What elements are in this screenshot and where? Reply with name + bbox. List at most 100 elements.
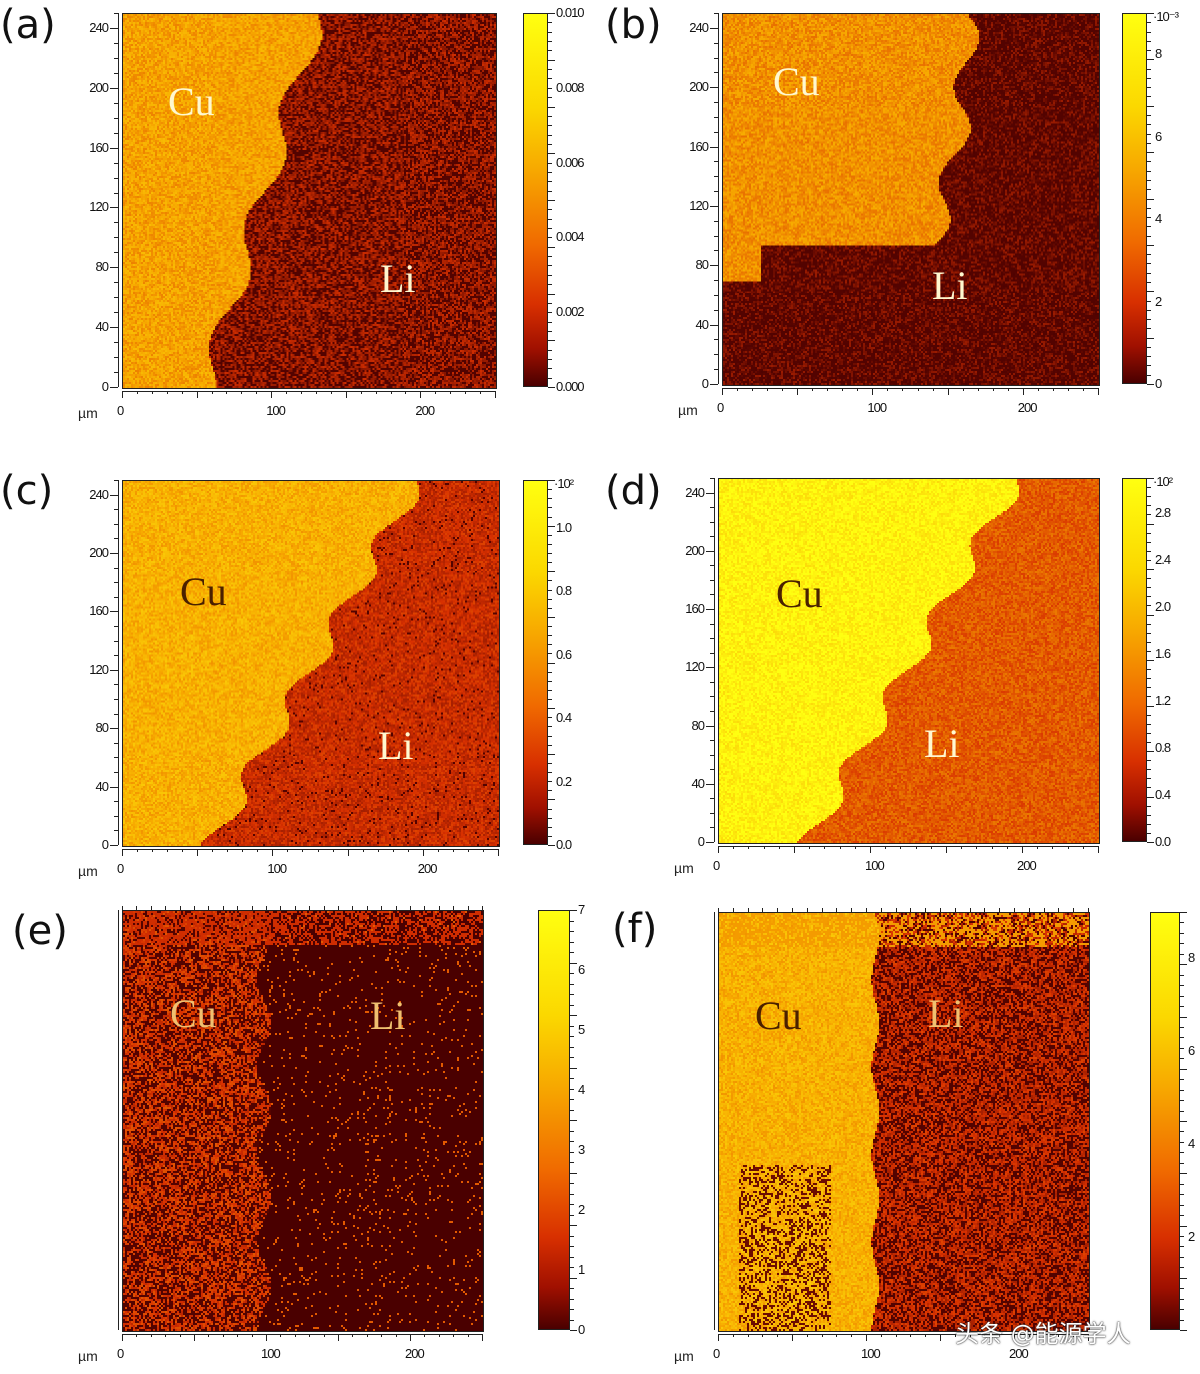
colorbar-tick — [548, 818, 552, 819]
region-label-cu: Cu — [776, 570, 823, 617]
x-tick — [266, 1334, 267, 1341]
colorbar-tick — [548, 191, 552, 192]
colorbar-tick — [1147, 633, 1151, 634]
colorbar-tick — [570, 1309, 574, 1310]
y-tick — [114, 342, 118, 343]
colorbar-tick — [548, 88, 552, 89]
x-tick-label: 0 — [713, 1346, 719, 1361]
colorbar-tick — [1180, 1184, 1184, 1185]
colorbar-tick-label: 0.008 — [556, 80, 584, 95]
colorbar-tick-label: 2 — [578, 1202, 584, 1217]
colorbar-tick — [1147, 797, 1154, 798]
y-tick-label: 120 — [678, 659, 704, 674]
colorbar-tick — [1147, 226, 1151, 227]
colorbar-tick — [548, 644, 552, 645]
colorbar-tick — [1147, 733, 1151, 734]
colorbar — [1150, 912, 1180, 1330]
y-tick — [706, 493, 714, 494]
x-axis-line — [718, 846, 1098, 847]
top-tick — [208, 906, 209, 910]
region-label-cu: Cu — [170, 990, 217, 1037]
colorbar-tick — [570, 994, 574, 995]
colorbar-tick — [1147, 152, 1154, 153]
x-tick — [925, 1334, 926, 1337]
colorbar-tick — [548, 340, 555, 341]
x-tick — [241, 391, 242, 394]
colorbar-tick — [548, 553, 552, 554]
y-tick — [710, 798, 714, 799]
colorbar-tick — [1147, 578, 1151, 579]
colorbar-tick — [1147, 134, 1151, 135]
colorbar-multiplier: ·10² — [554, 476, 573, 491]
colorbar-tick — [548, 13, 555, 14]
x-tick — [376, 391, 377, 394]
colorbar-tick — [548, 517, 552, 518]
x-tick — [212, 849, 213, 852]
x-tick — [836, 1334, 837, 1337]
colorbar-tick — [570, 1131, 574, 1132]
y-tick — [706, 609, 714, 610]
colorbar-tick — [570, 1267, 574, 1268]
x-tick — [393, 849, 394, 852]
colorbar-tick — [1147, 22, 1151, 23]
colorbar-tick — [548, 69, 552, 70]
y-tick — [114, 222, 118, 223]
x-tick — [381, 1334, 382, 1337]
x-tick — [976, 846, 977, 849]
colorbar-tick-label: 0.8 — [556, 583, 571, 598]
top-tick — [468, 906, 469, 910]
x-tick — [718, 846, 719, 853]
region-label-cu: Cu — [755, 992, 802, 1039]
x-tick — [122, 391, 123, 398]
top-tick — [367, 906, 368, 910]
y-tick — [706, 726, 714, 727]
x-tick — [302, 849, 303, 852]
x-tick — [208, 1334, 209, 1337]
colorbar-tick — [1147, 687, 1151, 688]
y-tick — [114, 312, 118, 313]
y-axis-line — [118, 480, 119, 845]
x-tick — [1023, 388, 1024, 395]
x-tick — [767, 388, 768, 391]
top-tick — [151, 906, 152, 910]
colorbar-tick — [1180, 1299, 1184, 1300]
top-tick — [1044, 908, 1045, 912]
colorbar-tick — [548, 78, 552, 79]
colorbar-tick — [1147, 365, 1151, 366]
x-tick — [438, 849, 439, 852]
colorbar-tick-label: 6 — [1155, 129, 1161, 144]
colorbar-tick — [570, 1330, 577, 1331]
colorbar-tick — [1147, 842, 1154, 843]
colorbar-tick — [1180, 1152, 1184, 1153]
x-tick-label: 0 — [117, 861, 123, 876]
colorbar-tick — [1147, 32, 1151, 33]
x-tick — [152, 391, 153, 394]
colorbar-tick-label: 8 — [1155, 46, 1161, 61]
x-tick-label: 200 — [415, 403, 434, 418]
colorbar-tick — [1147, 236, 1151, 237]
colorbar-tick — [570, 1320, 574, 1321]
colorbar-tick — [1147, 41, 1151, 42]
x-tick-label: 100 — [861, 1346, 880, 1361]
colorbar-tick — [548, 717, 552, 718]
x-tick — [777, 1334, 778, 1337]
colorbar-tick — [1147, 487, 1151, 488]
top-tick — [223, 906, 224, 910]
colorbar-tick — [548, 571, 555, 572]
colorbar-tick — [548, 219, 552, 220]
colorbar-tick — [1147, 310, 1151, 311]
x-tick — [824, 846, 825, 849]
y-tick-label: 200 — [82, 545, 108, 560]
colorbar-tick — [1147, 669, 1151, 670]
x-tick — [468, 1334, 469, 1337]
y-tick-label: 80 — [678, 718, 704, 733]
colorbar-tick — [1147, 69, 1151, 70]
y-tick — [706, 551, 714, 552]
y-tick — [710, 638, 714, 639]
colorbar-tick — [1180, 1079, 1184, 1080]
colorbar-tick — [1180, 1037, 1184, 1038]
colorbar-tick — [1147, 199, 1154, 200]
y-tick — [710, 478, 714, 479]
colorbar-tick-label: 2.0 — [1155, 599, 1170, 614]
colorbar-tick-label: 2.8 — [1155, 505, 1170, 520]
